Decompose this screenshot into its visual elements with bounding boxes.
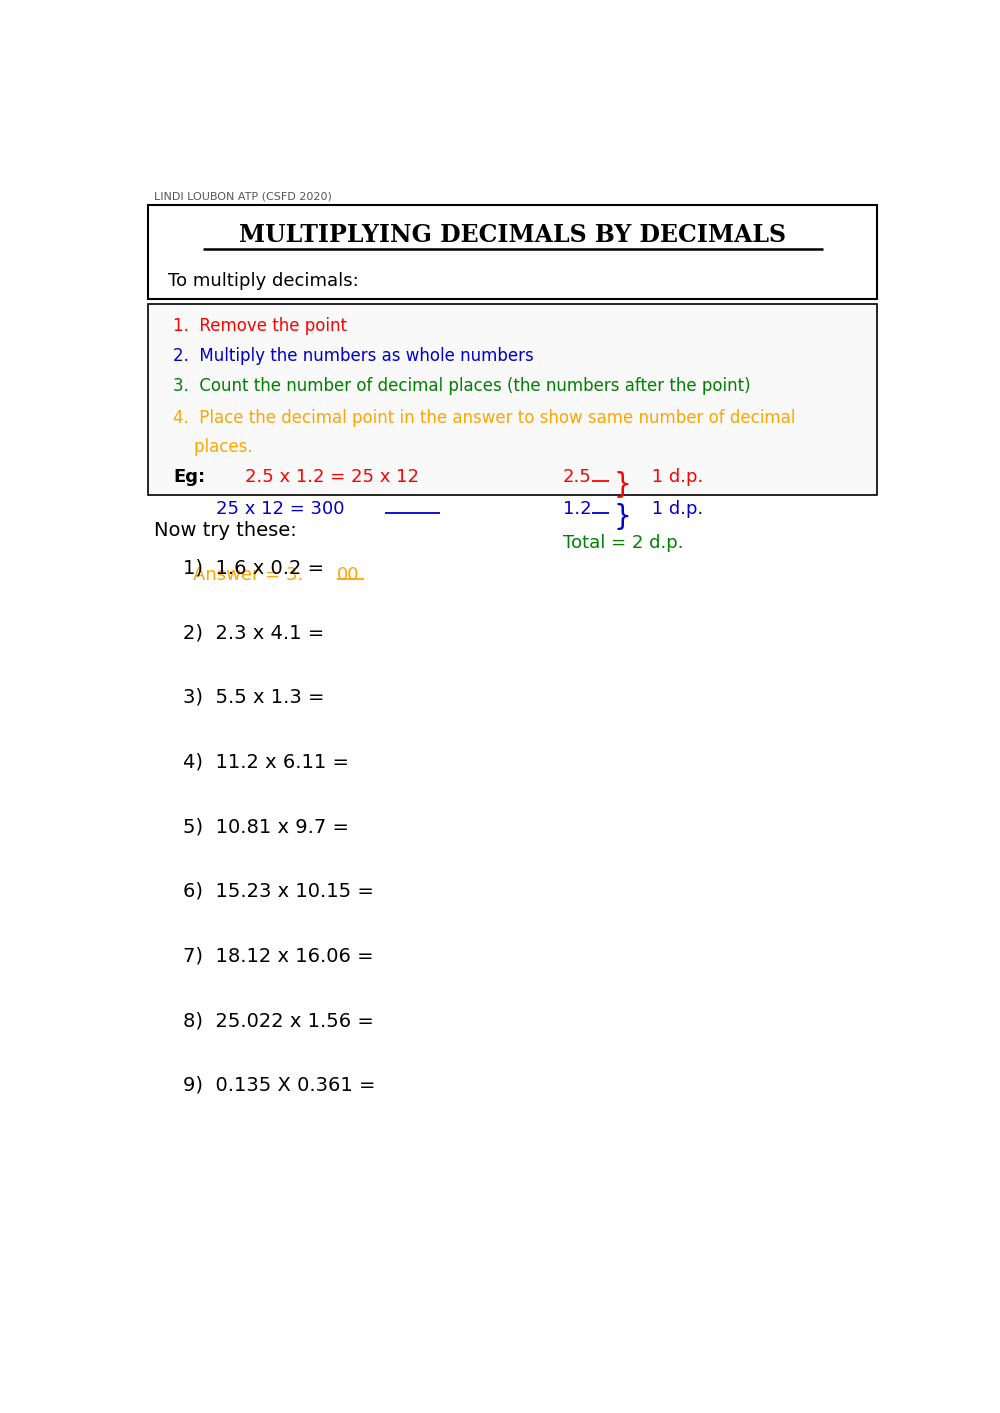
Text: 2)  2.3 x 4.1 =: 2) 2.3 x 4.1 =: [183, 623, 324, 642]
Text: 3)  5.5 x 1.3 =: 3) 5.5 x 1.3 =: [183, 688, 325, 706]
Text: 4)  11.2 x 6.11 =: 4) 11.2 x 6.11 =: [183, 753, 349, 771]
Text: 9)  0.135 X 0.361 =: 9) 0.135 X 0.361 =: [183, 1075, 376, 1095]
Text: 1)  1.6 x 0.2 =: 1) 1.6 x 0.2 =: [183, 558, 324, 578]
FancyBboxPatch shape: [148, 304, 877, 496]
Text: 1 d.p.: 1 d.p.: [646, 468, 703, 486]
Text: 7)  18.12 x 16.06 =: 7) 18.12 x 16.06 =: [183, 947, 374, 965]
Text: 2.5: 2.5: [563, 468, 592, 486]
Text: 00: 00: [337, 567, 359, 584]
Text: Eg:: Eg:: [173, 468, 205, 486]
Text: 8)  25.022 x 1.56 =: 8) 25.022 x 1.56 =: [183, 1012, 374, 1030]
Text: MULTIPLYING DECIMALS BY DECIMALS: MULTIPLYING DECIMALS BY DECIMALS: [239, 223, 786, 247]
Text: 3.  Count the number of decimal places (the numbers after the point): 3. Count the number of decimal places (t…: [173, 377, 751, 394]
Text: 6)  15.23 x 10.15 =: 6) 15.23 x 10.15 =: [183, 882, 374, 901]
Text: 5)  10.81 x 9.7 =: 5) 10.81 x 9.7 =: [183, 817, 349, 836]
Text: LINDI LOUBON ATP (CSFD 2020): LINDI LOUBON ATP (CSFD 2020): [154, 191, 332, 201]
Text: 1.  Remove the point: 1. Remove the point: [173, 317, 347, 335]
Text: 1 d.p.: 1 d.p.: [646, 500, 703, 519]
Text: Now try these:: Now try these:: [154, 520, 297, 540]
Text: 1.2: 1.2: [563, 500, 592, 519]
Text: }: }: [613, 503, 631, 531]
Text: 2.5 x 1.2 = 25 x 12: 2.5 x 1.2 = 25 x 12: [245, 468, 419, 486]
Text: 4.  Place the decimal point in the answer to show same number of decimal: 4. Place the decimal point in the answer…: [173, 408, 795, 427]
Text: places.: places.: [173, 438, 253, 455]
FancyBboxPatch shape: [148, 205, 877, 300]
Text: 2.  Multiply the numbers as whole numbers: 2. Multiply the numbers as whole numbers: [173, 346, 534, 365]
Text: Answer = 3.: Answer = 3.: [193, 567, 303, 584]
Text: To multiply decimals:: To multiply decimals:: [168, 273, 358, 290]
Text: 25 x 12 = 300: 25 x 12 = 300: [216, 500, 345, 519]
Text: Total = 2 d.p.: Total = 2 d.p.: [563, 534, 683, 551]
Text: }: }: [613, 471, 631, 499]
